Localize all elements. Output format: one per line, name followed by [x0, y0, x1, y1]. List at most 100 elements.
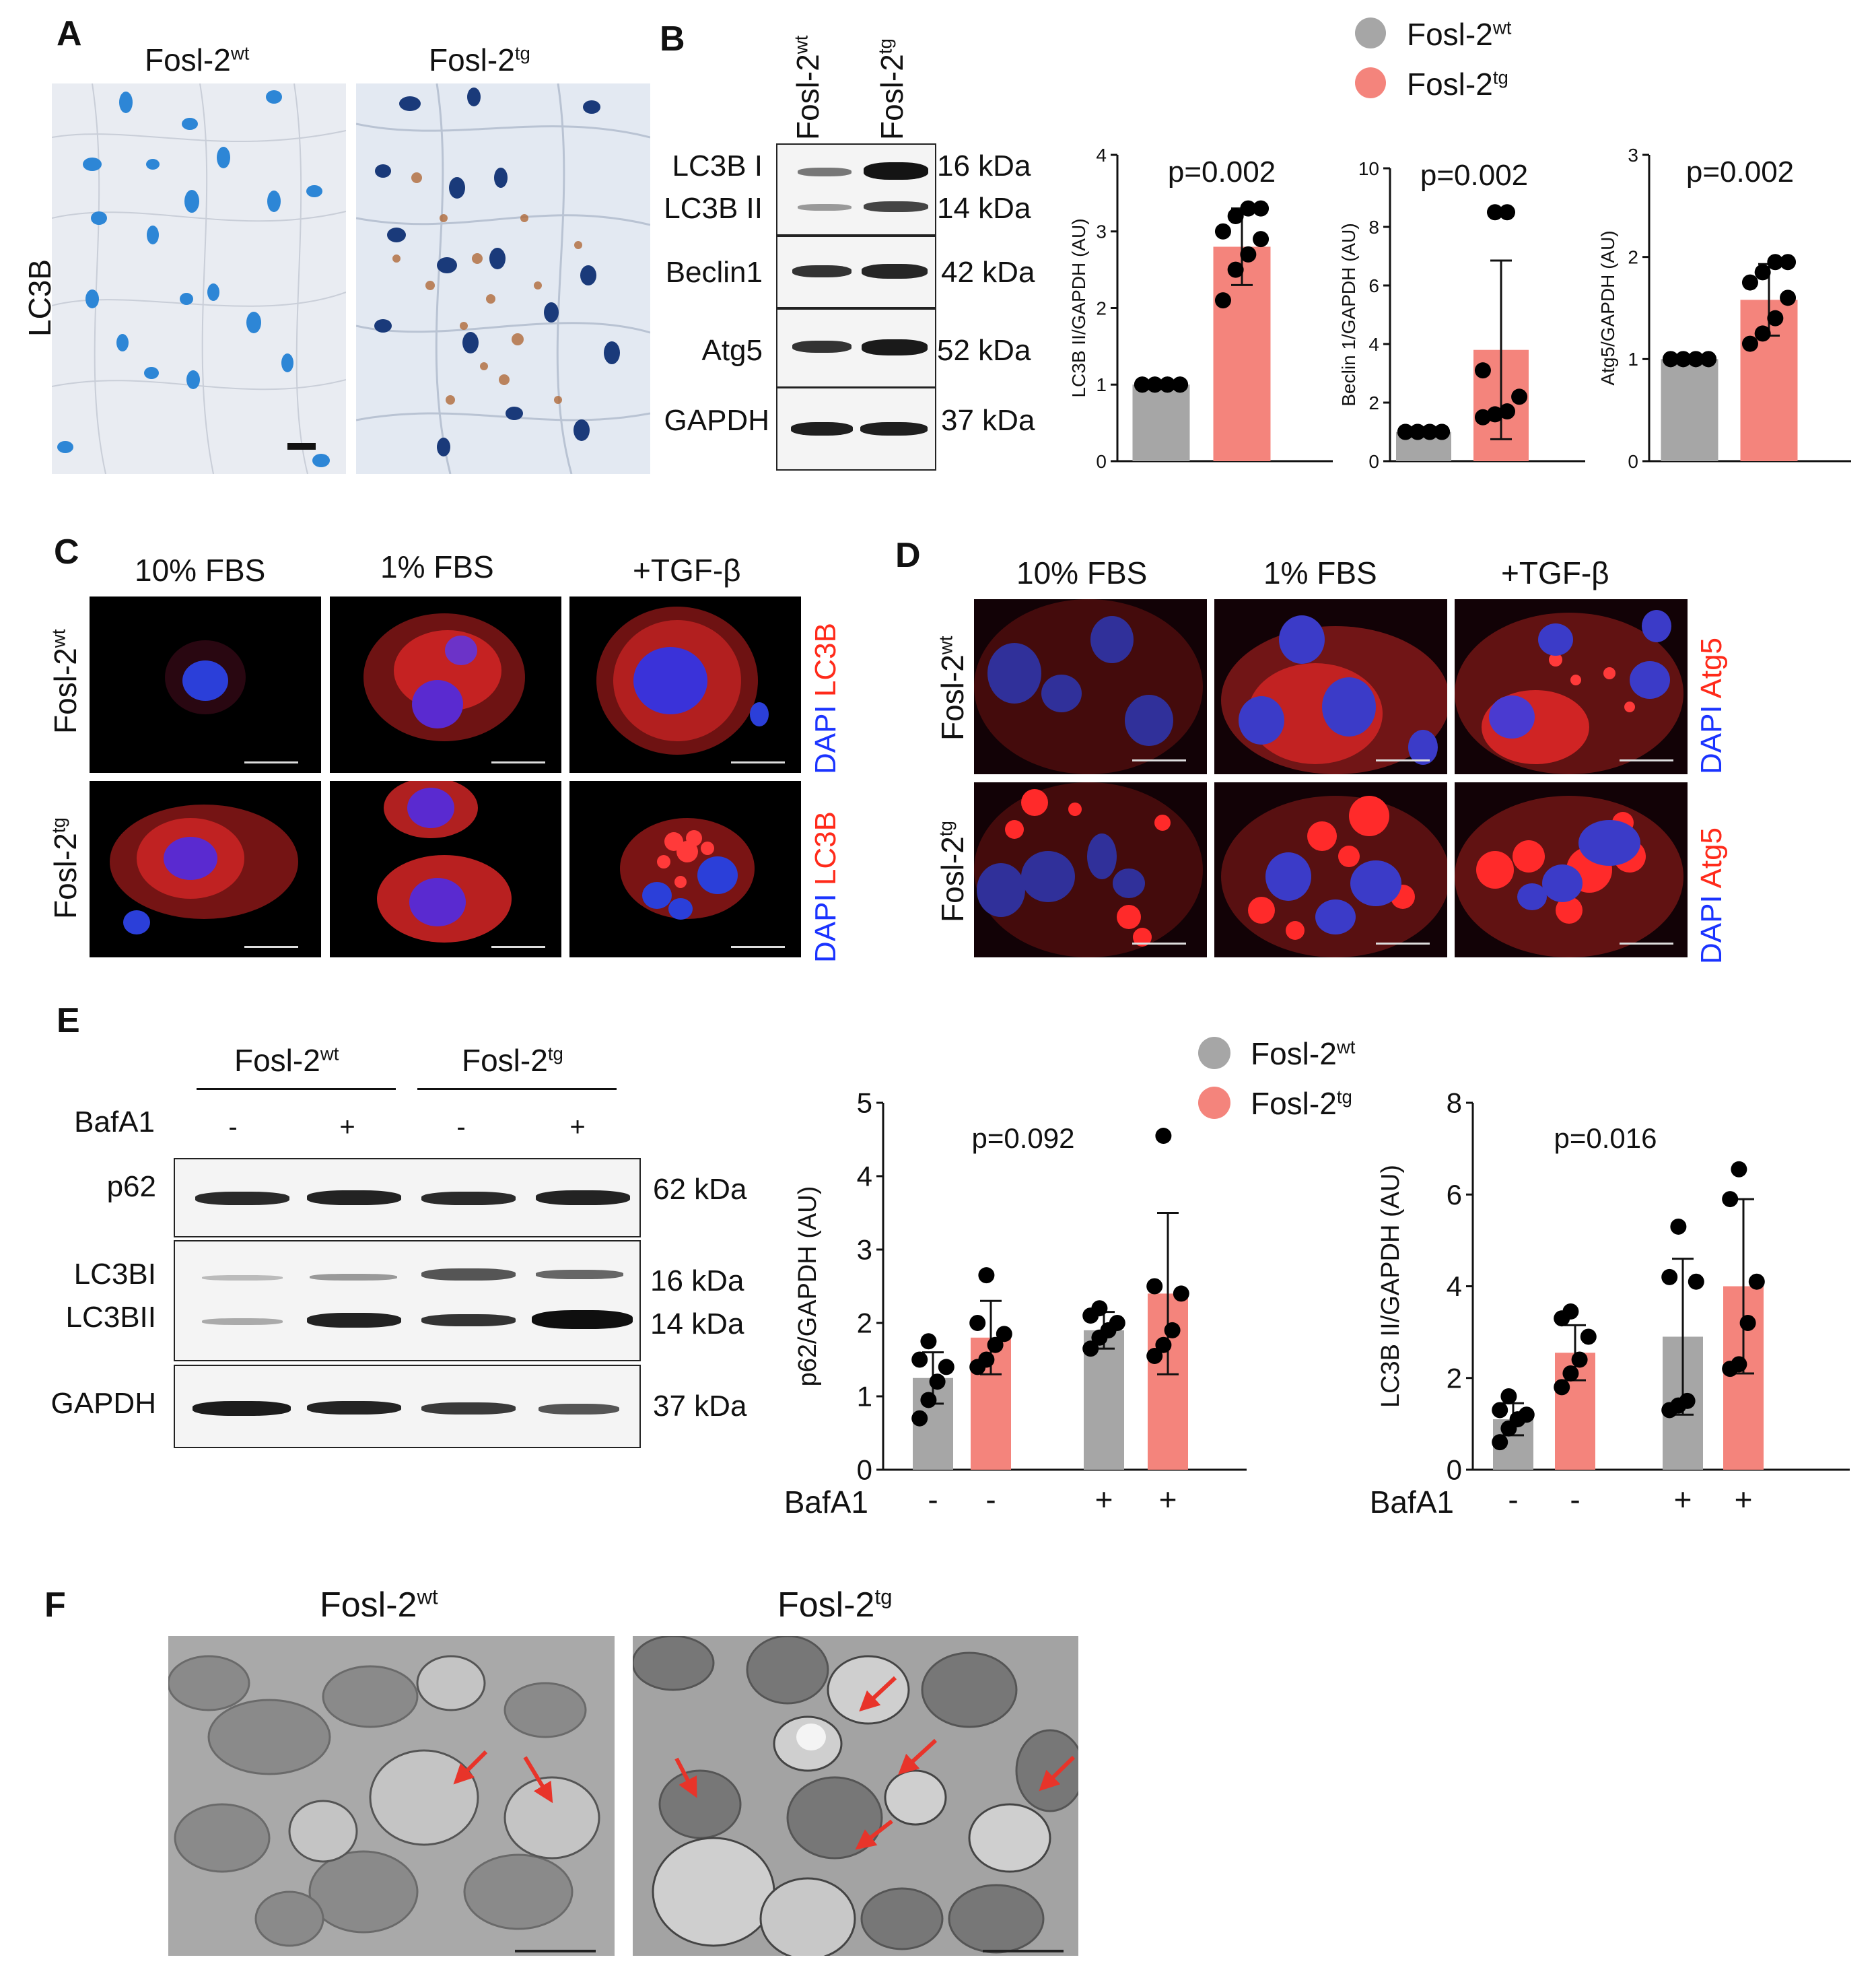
y-tick-label: 3 — [857, 1234, 872, 1266]
data-point — [1164, 1322, 1181, 1338]
data-point — [1397, 423, 1414, 440]
data-point — [1492, 1402, 1508, 1419]
blot-e-sign-3: - — [456, 1112, 466, 1142]
y-tick-label: 4 — [857, 1161, 872, 1192]
blot-b-label-lc3bi: LC3B I — [672, 149, 763, 182]
p-value-label: p=0.016 — [1554, 1122, 1657, 1154]
blot-b-kda-37: 37 kDa — [941, 404, 1035, 437]
blot-b-kda-16: 16 kDa — [937, 149, 1031, 182]
legend-e-tg-dot — [1198, 1087, 1230, 1119]
y-tick-label: 0 — [1368, 451, 1379, 472]
x-tick-label: - — [928, 1482, 938, 1517]
y-tick-label: 2 — [1447, 1362, 1462, 1394]
data-point — [1688, 351, 1704, 368]
panel-label-e: E — [57, 1001, 80, 1040]
data-point — [1700, 351, 1717, 368]
data-point — [1146, 1278, 1163, 1295]
data-point — [1662, 351, 1679, 368]
blot-e-kda-37: 37 kDa — [653, 1390, 747, 1423]
genotype-wt-base: Fosl-2 — [145, 42, 231, 77]
if-c-tg-1fbs — [330, 781, 561, 957]
data-point — [1562, 1303, 1579, 1320]
blot-e-label-lc3bi: LC3BI — [73, 1258, 156, 1291]
data-point — [996, 1326, 1012, 1342]
panel-label-f: F — [44, 1586, 66, 1625]
data-point — [1754, 264, 1771, 281]
data-point — [1675, 351, 1692, 368]
data-point — [1227, 208, 1244, 224]
blot-b-gapdh — [776, 387, 936, 471]
genotype-wt-sup: wt — [230, 42, 250, 64]
y-axis-label: Beclin 1/GAPDH (AU) — [1338, 223, 1359, 406]
data-point — [1500, 1388, 1517, 1404]
panel-c-cond-3: +TGF-β — [633, 553, 741, 588]
y-tick-label: 4 — [1368, 334, 1379, 355]
blot-b-kda-52: 52 kDa — [937, 334, 1031, 367]
data-point — [1748, 1273, 1765, 1290]
data-point — [1780, 254, 1797, 271]
blot-e-sign-2: + — [339, 1112, 355, 1142]
data-point — [1082, 1340, 1099, 1357]
x-tick-label: + — [1095, 1482, 1113, 1517]
panel-e-group-tg-line — [417, 1088, 617, 1090]
blot-b-label-lc3bii: LC3B II — [664, 192, 763, 225]
if-c-wt-1fbs — [330, 597, 561, 773]
y-tick-label: 8 — [1447, 1087, 1462, 1119]
blot-b-lc3b — [776, 143, 936, 236]
data-point — [1486, 406, 1503, 423]
data-point — [1146, 1348, 1163, 1365]
data-point — [1554, 1379, 1570, 1396]
data-point — [1422, 423, 1438, 440]
y-tick-label: 6 — [1447, 1179, 1462, 1211]
panel-label-d: D — [895, 536, 921, 575]
bar — [1132, 384, 1190, 461]
arrow-icon — [859, 1676, 897, 1712]
panel-c-cond-2: 1% FBS — [380, 549, 494, 584]
data-point — [1688, 1273, 1704, 1290]
data-point — [1518, 1406, 1535, 1423]
x-axis-label: BafA1 — [784, 1485, 868, 1520]
y-tick-label: 2 — [1096, 298, 1107, 318]
data-point — [978, 1351, 995, 1368]
y-tick-label: 8 — [1368, 217, 1379, 238]
data-point — [1172, 376, 1189, 393]
blot-b-atg5 — [776, 308, 936, 388]
if-d-wt-1fbs — [1214, 599, 1447, 774]
p-value-label: p=0.092 — [972, 1122, 1075, 1154]
blot-e-label-p62: p62 — [106, 1170, 156, 1203]
panel-label-c: C — [54, 533, 79, 572]
ihc-wt-nuclei — [52, 83, 346, 474]
ihc-tg-nuclei — [356, 83, 650, 474]
panel-d-cond-1: 10% FBS — [1016, 555, 1148, 590]
blot-b-label-gapdh: GAPDH — [664, 404, 769, 437]
p-value-label: p=0.002 — [1686, 156, 1794, 189]
if-d-tg-1fbs — [1214, 782, 1447, 957]
data-point — [1499, 204, 1516, 221]
panel-f-header-wt: Fosl-2wt — [320, 1585, 438, 1625]
y-tick-label: 0 — [1096, 451, 1107, 472]
p-value-label: p=0.002 — [1420, 159, 1528, 192]
y-tick-label: 4 — [1096, 145, 1107, 166]
blot-b-beclin1 — [776, 236, 936, 308]
data-point — [969, 1315, 986, 1331]
data-point — [1486, 204, 1503, 221]
x-axis-label: BafA1 — [1370, 1485, 1454, 1520]
y-tick-label: 0 — [1447, 1454, 1462, 1486]
y-axis-label: LC3B II/GAPDH (AU) — [1068, 218, 1089, 397]
x-tick-label: - — [985, 1482, 996, 1517]
x-tick-label: - — [1570, 1482, 1580, 1517]
blot-e-kda-14: 14 kDa — [650, 1307, 744, 1340]
legend-e-wt-label: Fosl-2wt — [1251, 1036, 1356, 1071]
blot-b-label-atg5: Atg5 — [701, 334, 763, 367]
panel-label-b: B — [660, 20, 685, 59]
genotype-tg-base: Fosl-2 — [429, 42, 515, 77]
data-point — [1155, 1336, 1172, 1353]
panel-d-cond-2: 1% FBS — [1263, 555, 1377, 590]
data-point — [1146, 376, 1163, 393]
blot-e-label-gapdh: GAPDH — [50, 1387, 156, 1420]
data-point — [1767, 254, 1784, 271]
blot-e-label-lc3bii: LC3BII — [65, 1301, 156, 1334]
blot-b-kda-42: 42 kDa — [941, 256, 1035, 289]
ihc-image-tg — [356, 83, 650, 474]
